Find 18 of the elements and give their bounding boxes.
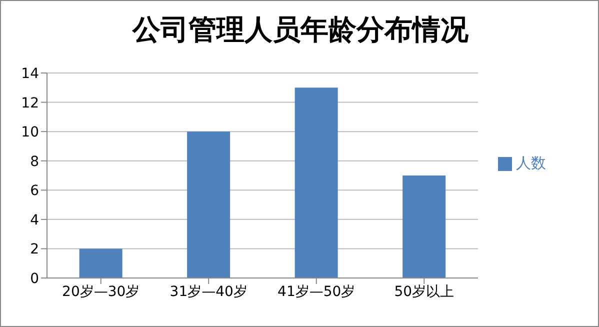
y-tick-label: 0	[30, 270, 39, 287]
legend-label: 人数	[516, 154, 546, 172]
y-tick-label: 6	[30, 183, 40, 200]
x-tick-label: 20岁—30岁	[62, 284, 140, 300]
bar	[294, 88, 338, 278]
bar	[402, 176, 446, 278]
y-tick-label: 12	[21, 95, 39, 112]
y-tick-label: 8	[30, 154, 39, 170]
y-tick-label: 4	[30, 212, 40, 228]
y-tick-label: 2	[30, 242, 39, 258]
chart-title: 公司管理人员年龄分布情况	[131, 12, 470, 48]
x-tick-label: 31岁—40岁	[170, 284, 248, 300]
x-tick-label: 50岁以上	[394, 284, 454, 300]
y-tick-label: 14	[21, 66, 40, 82]
bar	[79, 248, 122, 278]
x-tick-label: 41岁—50岁	[278, 284, 356, 300]
y-tick-label: 10	[21, 124, 39, 141]
bar	[187, 132, 230, 278]
